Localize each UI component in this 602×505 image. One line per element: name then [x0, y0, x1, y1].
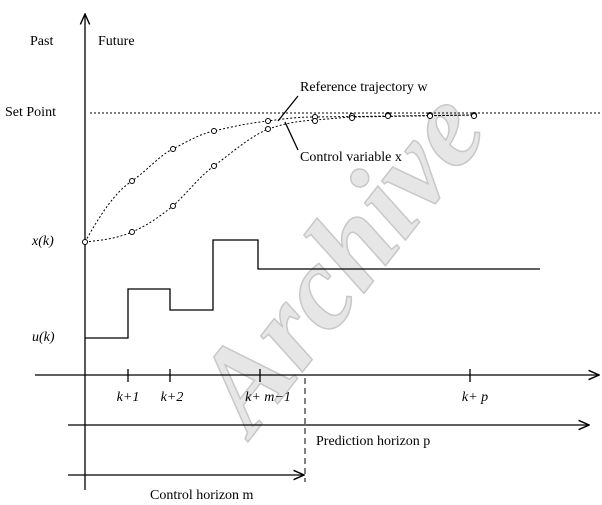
- tick-label: k+ p: [462, 390, 488, 405]
- control-input-steps: [85, 239, 540, 339]
- control-variable-label: Control variable x: [300, 150, 402, 165]
- tick-label: k+1: [117, 390, 140, 405]
- tick-label: k+2: [161, 390, 184, 405]
- leader-line: [284, 121, 299, 151]
- control-horizon-label: Control horizon m: [150, 488, 254, 503]
- watermark: Archive: [163, 66, 510, 458]
- u-k-label: u(k): [32, 330, 55, 345]
- x-k-label: x(k): [31, 234, 54, 249]
- past-label: Past: [30, 34, 53, 49]
- curve-points: [82, 112, 477, 245]
- leader-line: [277, 95, 299, 122]
- reference-curve: [84, 114, 475, 243]
- prediction-horizon-label: Prediction horizon p: [316, 434, 430, 449]
- tick-label: k+ m−1: [245, 390, 291, 405]
- tick-marks: [127, 369, 471, 382]
- set-point-label: Set Point: [5, 105, 56, 120]
- future-label: Future: [98, 34, 135, 49]
- reference-label: Reference trajectory w: [300, 80, 428, 95]
